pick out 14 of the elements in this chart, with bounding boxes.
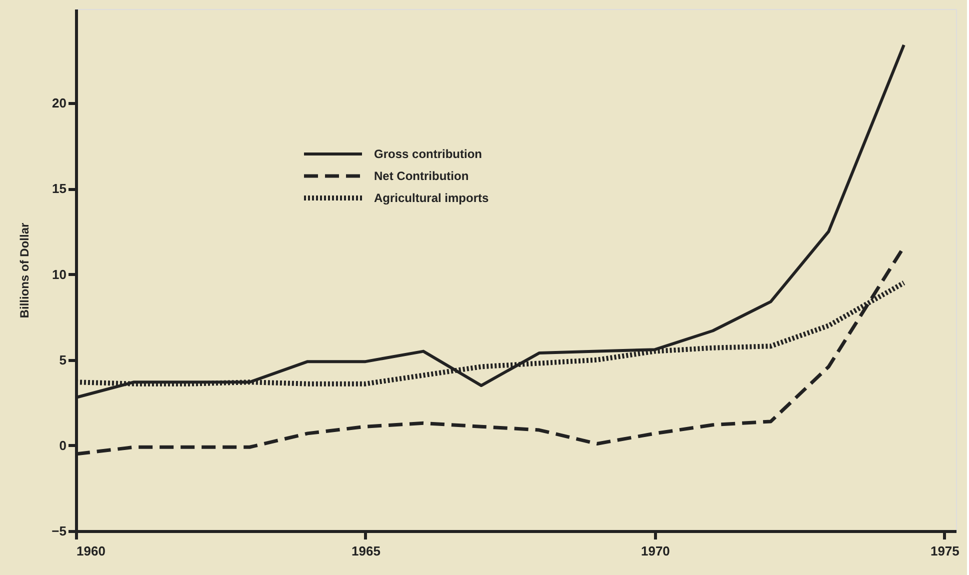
x-tick-label: 1965 — [352, 544, 380, 558]
x-tick-label: 1960 — [76, 544, 106, 558]
x-tick-label: 1970 — [640, 544, 670, 558]
x-tick-label: 1975 — [930, 544, 960, 558]
legend-label: Agricultural imports — [374, 191, 490, 205]
y-tick-label: 20 — [52, 96, 66, 111]
legend-label: Net Contribution — [374, 169, 469, 183]
legend-label: Gross contribution — [374, 147, 482, 161]
y-tick-label: −5 — [52, 524, 66, 538]
y-tick-label: 15 — [52, 181, 66, 196]
y-tick-label: 0 — [59, 438, 66, 453]
y-axis-title: Billions of Dollar — [18, 222, 32, 318]
y-tick-label: 10 — [52, 266, 66, 282]
y-tick-label: 5 — [59, 352, 66, 368]
